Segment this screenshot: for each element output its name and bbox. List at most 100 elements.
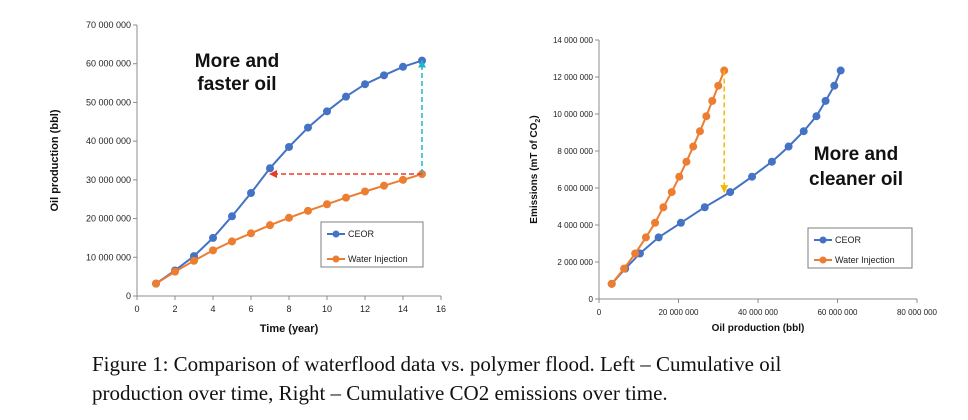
left-series-1-point — [152, 279, 160, 288]
left-series-1-point — [228, 237, 236, 246]
right-series-1-point — [641, 233, 650, 242]
left-series-0-point — [323, 107, 331, 116]
right-series-1-point — [682, 157, 691, 166]
left-series-0-point — [342, 92, 350, 101]
left-x-tick-label: 16 — [436, 304, 446, 314]
right-y-axis-label-sub: 2 — [535, 119, 542, 123]
left-y-tick-label: 20 000 000 — [86, 214, 131, 224]
right-annotation-line: More and — [814, 144, 898, 165]
caption-line-2: production over time, Right – Cumulative… — [92, 381, 668, 405]
left-series-1-point — [209, 246, 217, 255]
right-legend-marker — [819, 256, 827, 264]
left-series-0-point — [361, 80, 369, 89]
left-y-tick-label: 0 — [126, 291, 131, 301]
right-series-0-point — [784, 142, 793, 151]
left-series-0-point — [304, 123, 312, 132]
right-series-line-0 — [610, 70, 842, 285]
right-x-tick-label: 20 000 000 — [658, 308, 699, 317]
right-series-1-point — [667, 188, 676, 197]
right-x-tick-label: 40 000 000 — [738, 308, 779, 317]
right-x-tick-label: 60 000 000 — [817, 308, 858, 317]
left-y-tick-label: 30 000 000 — [86, 175, 131, 185]
left-legend-marker — [332, 255, 340, 263]
right-legend-label: CEOR — [835, 235, 862, 245]
left-series-0-point — [228, 212, 236, 221]
left-y-tick-label: 60 000 000 — [86, 59, 131, 69]
left-series-1-point — [399, 175, 407, 184]
right-y-axis-label: Emissions (mT of CO2) — [529, 115, 542, 223]
left-series-0-point — [247, 189, 255, 198]
left-x-axis-label: Time (year) — [260, 323, 319, 335]
right-series-0-point — [799, 127, 808, 136]
right-series-1-point — [714, 81, 723, 90]
left-series-1-point — [380, 181, 388, 190]
left-series-0-point — [399, 62, 407, 71]
right-y-tick-label: 10 000 000 — [553, 110, 594, 119]
right-series-0-point — [676, 218, 685, 227]
right-y-axis-label-end: ) — [529, 115, 540, 118]
right-y-tick-label: 4 000 000 — [557, 221, 593, 230]
right-y-tick-label: 2 000 000 — [557, 258, 593, 267]
right-x-tick-label: 80 000 000 — [897, 308, 938, 317]
right-x-axis-label: Oil production (bbl) — [712, 323, 805, 334]
left-x-tick-label: 0 — [134, 304, 139, 314]
left-annotation-line: More and — [195, 51, 279, 72]
left-series-0-point — [209, 233, 217, 242]
right-y-tick-label: 6 000 000 — [557, 184, 593, 193]
left-series-1-point — [190, 256, 198, 265]
right-series-0-point — [767, 157, 776, 166]
left-annotation-line: faster oil — [197, 74, 276, 95]
left-series-1-point — [304, 206, 312, 215]
right-y-tick-label: 12 000 000 — [553, 73, 594, 82]
right-series-0-point — [726, 188, 735, 197]
left-y-tick-label: 50 000 000 — [86, 97, 131, 107]
left-series-1-point — [342, 193, 350, 202]
right-series-0-point — [812, 112, 821, 121]
left-y-tick-label: 10 000 000 — [86, 252, 131, 262]
left-series-0-point — [380, 71, 388, 80]
right-series-0-point — [821, 96, 830, 105]
left-series-1-point — [171, 267, 179, 276]
right-y-tick-label: 8 000 000 — [557, 147, 593, 156]
left-x-tick-label: 10 — [322, 304, 332, 314]
right-series-0-point — [700, 203, 709, 212]
left-x-tick-label: 12 — [360, 304, 370, 314]
left-legend-label: CEOR — [348, 229, 375, 239]
right-series-1-point — [659, 203, 668, 212]
left-series-0-point — [266, 164, 274, 173]
left-series-1-point — [285, 213, 293, 222]
right-legend-marker — [819, 236, 827, 244]
left-series-0-point — [285, 142, 293, 151]
left-y-axis-label: Oil production (bbl) — [49, 109, 61, 211]
right-series-1-point — [675, 172, 684, 181]
right-y-tick-label: 0 — [589, 295, 594, 304]
right-series-1-point — [689, 142, 698, 151]
right-series-1-point — [651, 218, 660, 227]
right-series-1-point — [708, 96, 717, 105]
right-series-1-point — [631, 249, 640, 258]
right-series-line-1 — [610, 70, 726, 285]
figure-caption: Figure 1: Comparison of waterflood data … — [92, 350, 952, 408]
left-series-1-point — [361, 187, 369, 196]
right-series-1-point — [695, 127, 704, 136]
left-y-tick-label: 70 000 000 — [86, 20, 131, 30]
right-series-1-point — [702, 112, 711, 121]
left-legend-marker — [332, 230, 340, 238]
left-series-1-point — [266, 221, 274, 230]
caption-line-1: Figure 1: Comparison of waterflood data … — [92, 352, 782, 376]
right-series-0-point — [836, 66, 845, 75]
left-series-1-point — [247, 229, 255, 238]
right-x-tick-label: 0 — [597, 308, 602, 317]
right-series-0-point — [748, 172, 757, 181]
right-series-0-point — [830, 81, 839, 90]
left-x-tick-label: 14 — [398, 304, 408, 314]
left-x-tick-label: 8 — [286, 304, 291, 314]
left-x-tick-label: 2 — [172, 304, 177, 314]
right-series-0-point — [654, 233, 663, 242]
left-x-tick-label: 6 — [248, 304, 253, 314]
left-x-tick-label: 4 — [210, 304, 215, 314]
right-legend-label: Water Injection — [835, 255, 895, 265]
left-series-1-point — [323, 200, 331, 209]
right-y-tick-label: 14 000 000 — [553, 36, 594, 45]
right-annotation-line: cleaner oil — [809, 169, 903, 190]
